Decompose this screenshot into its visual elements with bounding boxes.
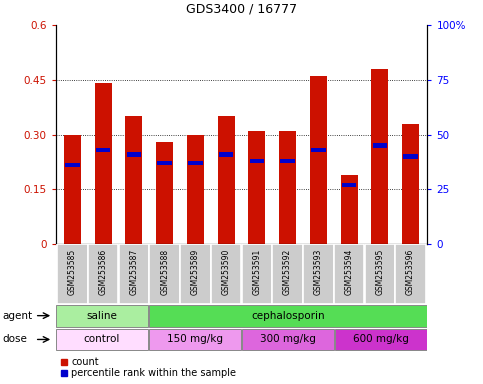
Bar: [403, 154, 418, 159]
Bar: [64, 135, 81, 244]
Bar: [56, 305, 148, 327]
Bar: [395, 244, 426, 304]
Bar: [211, 244, 242, 304]
Bar: [281, 159, 295, 163]
Text: 300 mg/kg: 300 mg/kg: [260, 334, 316, 344]
Bar: [334, 244, 364, 304]
Text: GSM253590: GSM253590: [222, 248, 230, 295]
Bar: [341, 175, 357, 244]
Text: saline: saline: [86, 311, 117, 321]
Bar: [372, 143, 387, 148]
Bar: [310, 76, 327, 244]
Bar: [242, 328, 334, 351]
Bar: [242, 244, 272, 304]
Bar: [402, 124, 419, 244]
Text: GSM253589: GSM253589: [191, 248, 200, 295]
Text: GSM253586: GSM253586: [99, 248, 108, 295]
Bar: [342, 183, 356, 187]
Text: GSM253591: GSM253591: [253, 248, 261, 295]
Bar: [119, 244, 149, 304]
Bar: [272, 244, 303, 304]
Bar: [95, 83, 112, 244]
Bar: [311, 148, 326, 152]
Text: GSM253592: GSM253592: [283, 248, 292, 295]
Bar: [149, 244, 180, 304]
Bar: [188, 161, 202, 165]
Bar: [335, 328, 427, 351]
Bar: [371, 69, 388, 244]
Text: GSM253595: GSM253595: [375, 248, 384, 295]
Text: dose: dose: [2, 334, 28, 344]
Bar: [56, 328, 148, 351]
Bar: [157, 161, 172, 165]
Bar: [248, 131, 265, 244]
Bar: [180, 244, 211, 304]
Bar: [187, 135, 204, 244]
Text: control: control: [84, 334, 120, 344]
Bar: [149, 305, 427, 327]
Text: cephalosporin: cephalosporin: [251, 311, 325, 321]
Bar: [219, 152, 233, 157]
Bar: [218, 116, 235, 244]
Bar: [126, 116, 142, 244]
Text: GSM253596: GSM253596: [406, 248, 415, 295]
Bar: [303, 244, 334, 304]
Bar: [279, 131, 296, 244]
Bar: [149, 328, 241, 351]
Text: GDS3400 / 16777: GDS3400 / 16777: [186, 2, 297, 15]
Bar: [96, 148, 111, 152]
Text: GSM253593: GSM253593: [314, 248, 323, 295]
Text: GSM253594: GSM253594: [344, 248, 354, 295]
Text: GSM253585: GSM253585: [68, 248, 77, 295]
Text: GSM253588: GSM253588: [160, 248, 169, 295]
Bar: [88, 244, 118, 304]
Bar: [365, 244, 395, 304]
Bar: [65, 163, 80, 167]
Bar: [156, 142, 173, 244]
Text: GSM253587: GSM253587: [129, 248, 139, 295]
Legend: count, percentile rank within the sample: count, percentile rank within the sample: [60, 357, 236, 378]
Bar: [250, 159, 264, 163]
Bar: [127, 152, 141, 157]
Text: 600 mg/kg: 600 mg/kg: [353, 334, 409, 344]
Bar: [57, 244, 88, 304]
Text: agent: agent: [2, 311, 32, 321]
Text: 150 mg/kg: 150 mg/kg: [167, 334, 223, 344]
